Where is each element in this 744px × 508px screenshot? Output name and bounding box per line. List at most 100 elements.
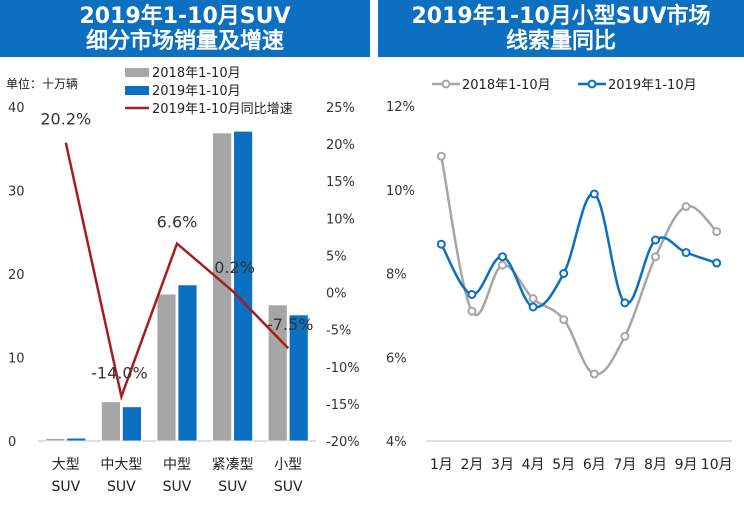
x-tick-label: 3月 — [491, 457, 514, 473]
x-tick-label: 中大型 — [100, 457, 142, 473]
right-chart-title-line1: 2019年1-10月小型SUV市场 — [411, 4, 711, 29]
point-2019 — [559, 269, 569, 278]
point-2019 — [620, 298, 630, 308]
x-tick-label: SUV — [274, 479, 303, 495]
y2-tick-label: -20% — [326, 435, 360, 450]
line-2018 — [440, 156, 718, 376]
left-chart-title-line1: 2019年1-10月SUV — [79, 4, 291, 29]
point-2019 — [681, 248, 691, 258]
x-tick-label: 8月 — [644, 457, 667, 473]
growth-data-label: -14.0% — [91, 363, 148, 382]
bar-2019 — [233, 130, 254, 442]
bar-2019 — [122, 406, 142, 442]
y-tick-label: 4% — [386, 435, 407, 450]
right-chart-svg: 2018年1-10月 2019年1-10月 4% 6% 8% 10% 12% 1月 2月 3月… — [386, 78, 733, 473]
x-tick-label: 9月 — [675, 457, 698, 473]
legend-marker-2018 — [441, 79, 451, 89]
point-2018 — [436, 151, 446, 161]
y-tick-label: 6% — [386, 351, 407, 366]
x-tick-label: 4月 — [522, 457, 545, 473]
point-2019 — [651, 235, 660, 245]
x-tick-label: 5月 — [552, 457, 575, 473]
y-tick-label: 0 — [8, 435, 16, 450]
left-chart-panel: 2019年1-10月SUV 细分市场销量及增速 单位：十万辆 2018年1-10… — [0, 0, 370, 508]
line-2019 — [440, 192, 718, 309]
x-tick-label: 10月 — [701, 457, 733, 473]
point-2018 — [498, 260, 507, 270]
x-tick-label: 小型 — [274, 457, 302, 473]
y-tick-label: 10% — [386, 184, 415, 199]
point-2019 — [467, 289, 477, 299]
bar-2019 — [66, 437, 87, 442]
bar-2018 — [267, 304, 288, 442]
right-chart-title: 2019年1-10月小型SUV市场 线索量同比 — [378, 0, 744, 57]
y2-tick-label: 25% — [326, 101, 355, 116]
bar-2019 — [288, 314, 309, 442]
right-legend: 2018年1-10月 2019年1-10月 — [432, 78, 697, 93]
unit-label: 单位：十万辆 — [6, 76, 78, 91]
y-tick-label: 8% — [386, 268, 407, 283]
y-tick-label: 10 — [8, 352, 25, 367]
y2-tick-label: 15% — [326, 175, 355, 190]
y2-tick-label: -10% — [326, 361, 360, 376]
point-2019 — [528, 302, 538, 312]
left-plot-area: 0 10 20 30 40 -20% -15% -10% -5% 0% 5% 10% 15% 20% 25%… — [8, 101, 360, 495]
y2-tick-label: -5% — [326, 324, 351, 339]
x-tick-label: 7月 — [613, 457, 636, 473]
x-tick-label: 大型 — [52, 457, 80, 473]
x-tick-label: 1月 — [430, 457, 453, 473]
x-tick-label: 2月 — [460, 457, 483, 473]
y2-tick-label: -15% — [326, 398, 360, 413]
x-tick-label: SUV — [163, 479, 192, 495]
legend-label-2018: 2018年1-10月 — [152, 66, 241, 81]
point-2018 — [559, 315, 569, 325]
point-2018 — [620, 331, 630, 341]
x-tick-label: SUV — [51, 479, 80, 495]
legend-swatch-2018 — [125, 68, 149, 77]
left-legend: 2018年1-10月 2019年1-10月 2019年1-10月同比增速 — [125, 66, 293, 117]
point-2018 — [589, 369, 599, 379]
bar-2018 — [45, 438, 66, 442]
right-plot-area: 4% 6% 8% 10% 12% 1月 2月 3月 4月 5月 6月 7月 8月 9月 10月 — [386, 100, 733, 473]
bar-2018 — [156, 293, 177, 442]
y-tick-label: 12% — [386, 100, 415, 115]
bar-2019 — [177, 284, 198, 442]
x-tick-label: 中型 — [163, 457, 191, 473]
legend-label-2019-right: 2019年1-10月 — [608, 78, 697, 93]
point-2018 — [681, 202, 691, 211]
x-tick-label: 紧凑型 — [212, 456, 254, 473]
y2-tick-label: 20% — [326, 138, 355, 153]
y-tick-label: 40 — [8, 101, 25, 116]
point-2018 — [651, 252, 660, 262]
point-2018 — [467, 306, 477, 316]
y-tick-label: 20 — [8, 268, 25, 283]
legend-label-2018-right: 2018年1-10月 — [462, 78, 551, 93]
right-chart-title-line2: 线索量同比 — [505, 29, 616, 54]
growth-data-label: 0.2% — [214, 258, 255, 277]
y2-tick-label: 5% — [326, 249, 347, 264]
legend-marker-2019 — [587, 79, 597, 89]
point-2019 — [498, 252, 507, 262]
left-chart-title: 2019年1-10月SUV 细分市场销量及增速 — [0, 0, 370, 57]
growth-data-label: 20.2% — [40, 110, 91, 129]
right-chart-panel: 2019年1-10月小型SUV市场 线索量同比 2018年1-10月 2019年… — [378, 0, 744, 508]
x-tick-label: SUV — [218, 479, 247, 495]
legend-label-2019: 2019年1-10月 — [152, 84, 241, 99]
legend-label-growth: 2019年1-10月同比增速 — [152, 102, 293, 117]
y-tick-label: 30 — [8, 185, 25, 200]
left-chart-svg: 单位：十万辆 2018年1-10月 2019年1-10月 2019年1-10月同… — [6, 66, 360, 495]
y2-tick-label: 10% — [326, 212, 355, 227]
point-2018 — [528, 294, 538, 304]
left-chart-title-line2: 细分市场销量及增速 — [85, 29, 284, 54]
growth-line — [64, 142, 290, 401]
point-2019 — [589, 189, 599, 199]
point-2019 — [712, 258, 722, 268]
point-2018 — [712, 227, 722, 237]
x-tick-label: 6月 — [583, 457, 606, 473]
growth-data-label: -7.5% — [267, 315, 313, 334]
y2-tick-label: 0% — [326, 287, 347, 302]
bar-2018 — [101, 401, 121, 442]
bar-2018 — [212, 132, 233, 442]
legend-swatch-2019 — [125, 86, 149, 95]
x-tick-label: SUV — [107, 479, 136, 495]
